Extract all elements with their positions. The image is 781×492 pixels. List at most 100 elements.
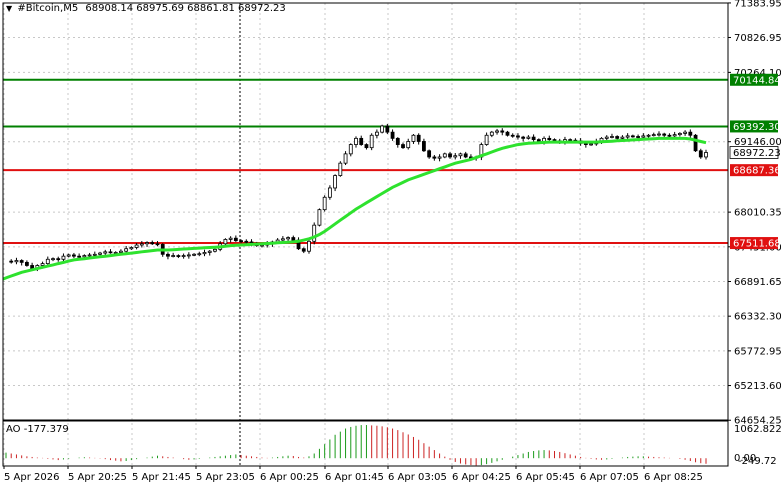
candle-body <box>239 240 243 243</box>
y-tick-label: 65772.95 <box>734 346 781 357</box>
candle-body <box>704 152 708 158</box>
candle-body <box>119 250 123 253</box>
candle-body <box>327 187 332 198</box>
candle-body <box>620 136 625 139</box>
candle-body <box>129 247 134 250</box>
x-tick-label: 5 Apr 21:45 <box>132 472 191 483</box>
level-tag-support-bg <box>730 164 778 177</box>
candle-body <box>124 248 129 252</box>
chart-grid <box>3 2 728 466</box>
candle-body <box>662 133 667 136</box>
candle-body <box>108 251 113 254</box>
y-tick-label: 69146.00 <box>734 137 781 148</box>
candle-body <box>312 224 317 242</box>
candle-body <box>489 131 494 136</box>
y-tick-label: 66332.30 <box>734 312 781 323</box>
candle-body <box>693 134 698 152</box>
candle-body <box>139 243 144 246</box>
candle-body <box>202 252 207 255</box>
candle-body <box>385 125 390 133</box>
candle-body <box>437 156 442 159</box>
candle-body <box>286 237 290 240</box>
x-tick-label: 6 Apr 08:25 <box>644 472 703 483</box>
triangle-down-icon[interactable]: ▼ <box>6 4 13 13</box>
candle-body <box>166 253 170 257</box>
current-price-tag: 68972.23 <box>733 148 781 159</box>
candle-body <box>416 134 421 142</box>
candle-body <box>672 134 677 137</box>
candle-body <box>359 137 364 145</box>
y-tick-label: 70826.95 <box>734 33 781 44</box>
candle-body <box>354 137 358 145</box>
candle-body <box>657 133 661 136</box>
candle-body <box>155 243 160 246</box>
candle-body <box>333 175 338 189</box>
candle-body <box>688 131 693 136</box>
candle-body <box>651 134 656 137</box>
chart-frame <box>2 2 729 467</box>
level-tag-resistance-bg <box>730 120 778 133</box>
candle-body <box>244 240 249 243</box>
candle-body <box>291 237 296 241</box>
candle-body <box>495 130 499 133</box>
candle-body <box>98 252 102 255</box>
candle-body <box>228 237 233 240</box>
candle-body <box>641 135 646 138</box>
candle-body <box>568 139 573 142</box>
x-tick-label: 6 Apr 00:25 <box>260 472 319 483</box>
candle-body <box>698 150 703 158</box>
candles-layer <box>9 123 708 272</box>
level-tag-resistance: 69392.30 <box>733 122 781 133</box>
candle-body <box>526 136 531 139</box>
x-tick-label: 5 Apr 20:25 <box>68 472 127 483</box>
candle-body <box>516 135 520 138</box>
candle-body <box>500 130 505 133</box>
awesome-oscillator-histogram <box>5 425 707 466</box>
oscillator-pane-border <box>2 420 729 467</box>
ohlc-values: 68908.14 68975.69 68861.81 68972.23 <box>85 3 286 14</box>
x-tick-label: 6 Apr 01:45 <box>325 472 384 483</box>
level-tag-support-bg <box>730 237 778 250</box>
candle-body <box>66 254 71 257</box>
candle-body <box>338 162 343 176</box>
candle-body <box>343 153 348 164</box>
candle-body <box>589 143 593 146</box>
candle-body <box>87 254 92 257</box>
level-price-tags: 70144.84 69392.30 68687.36 67511.68 68972.23 <box>729 73 781 250</box>
candle-body <box>401 144 405 149</box>
current-price-tag-border <box>729 146 779 159</box>
level-tag-resistance: 70144.84 <box>733 75 781 86</box>
candle-body <box>145 242 149 245</box>
candle-body <box>197 253 202 256</box>
candle-body <box>213 248 217 252</box>
x-tick-label: 6 Apr 03:05 <box>388 472 447 483</box>
y-tick-label: 68010.35 <box>734 208 781 219</box>
candle-body <box>453 155 458 158</box>
candle-body <box>134 244 139 248</box>
candle-body <box>683 131 688 134</box>
y-tick-label: 70264.10 <box>734 68 781 79</box>
candle-body <box>604 136 609 139</box>
candle-body <box>103 251 108 254</box>
candle-body <box>61 255 66 260</box>
candle-body <box>531 136 536 141</box>
candle-body <box>72 254 76 257</box>
candle-body <box>192 253 196 256</box>
candle-body <box>45 258 50 265</box>
candle-body <box>395 137 400 145</box>
level-tag-support: 68687.36 <box>733 166 781 177</box>
x-tick-label: 6 Apr 04:25 <box>452 472 511 483</box>
candle-body <box>181 255 186 257</box>
candle-body <box>14 260 19 263</box>
price-axis: 71383.95 70826.95 70264.10 69146.00 68010.35… <box>728 0 781 427</box>
x-tick-label: 6 Apr 07:05 <box>580 472 639 483</box>
candle-body <box>317 209 322 226</box>
candle-body <box>301 248 306 252</box>
candle-body <box>411 134 416 142</box>
candle-body <box>374 131 379 136</box>
candle-body <box>448 153 452 158</box>
level-tag-resistance-bg <box>730 73 778 86</box>
candle-body <box>458 153 463 157</box>
